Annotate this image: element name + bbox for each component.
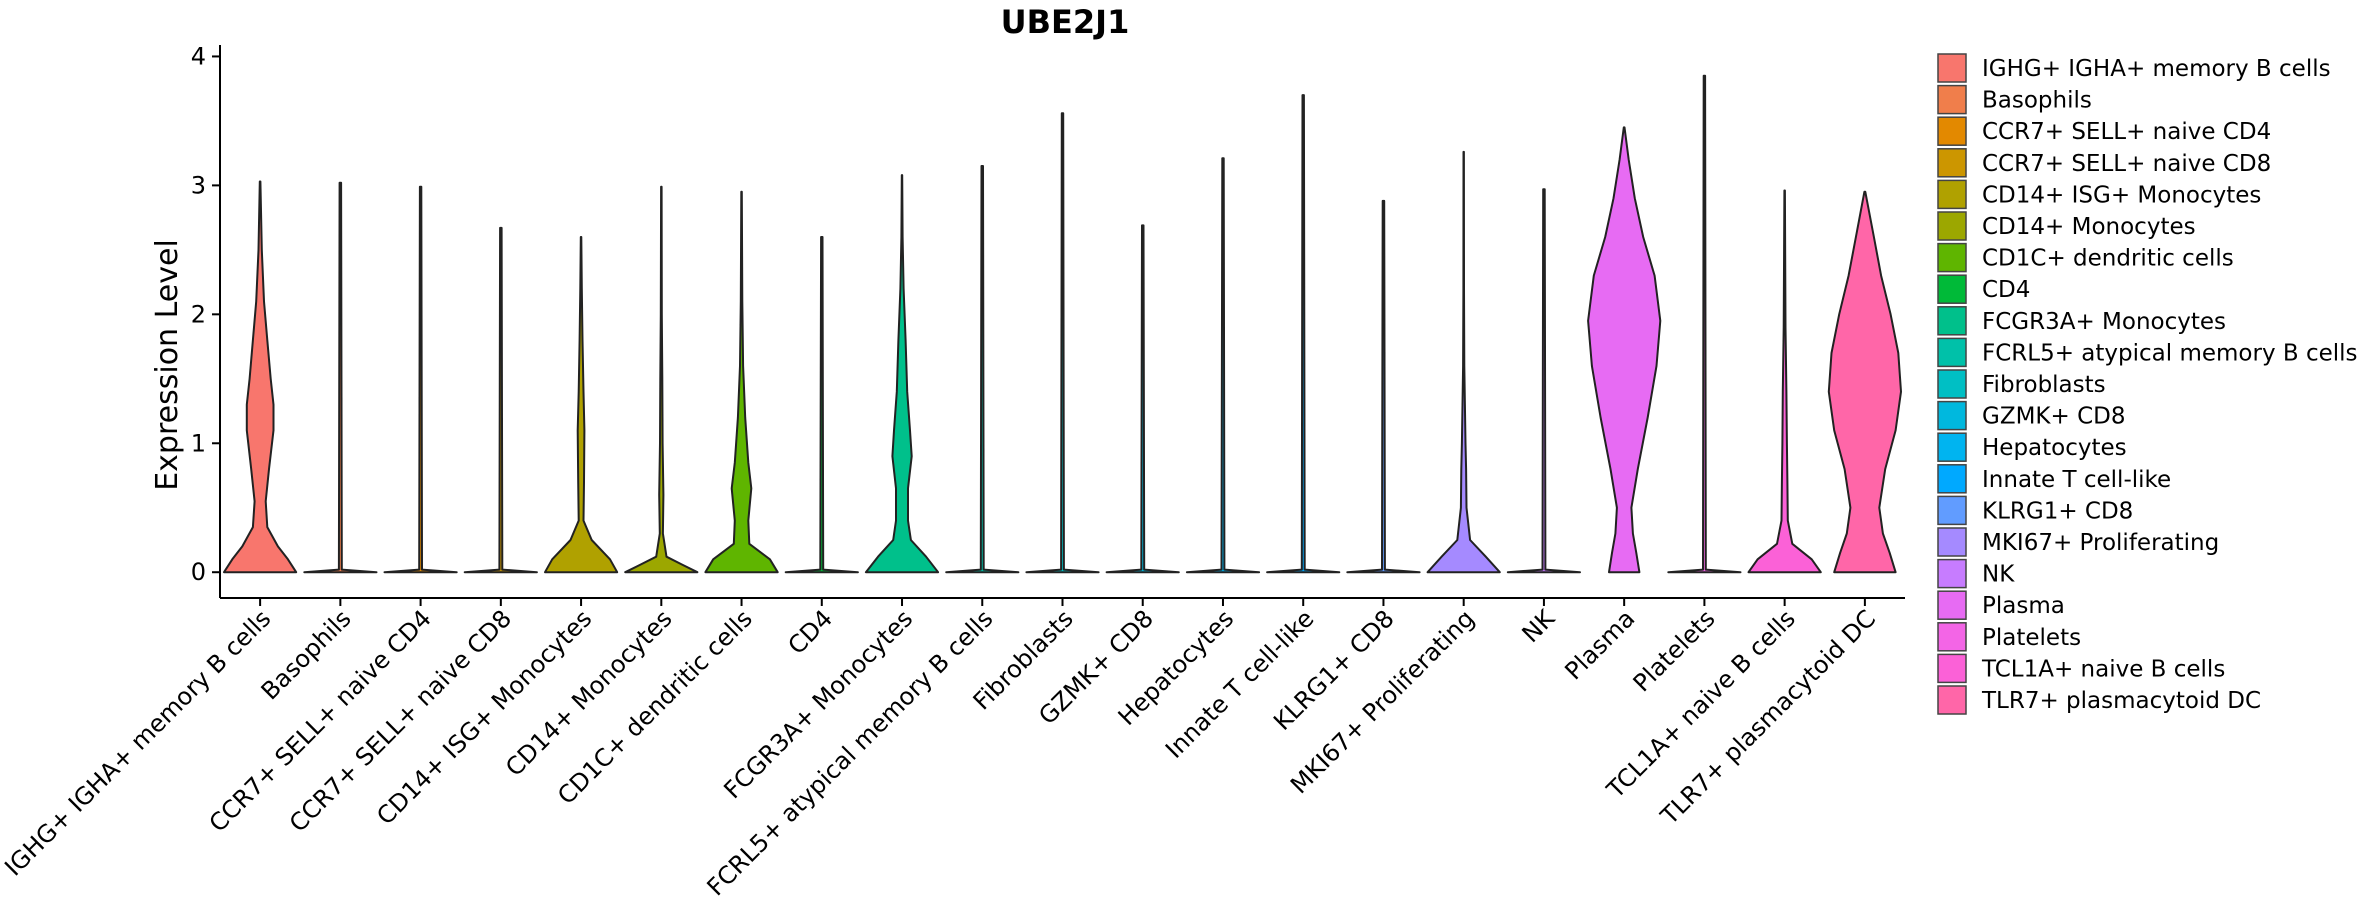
legend-swatch-gzmk-cd8	[1937, 400, 1967, 431]
legend-swatch-ighg-igha-memory-b-cells	[1937, 53, 1967, 83]
violin-tcl1a-naive-b-cells	[1747, 189, 1822, 574]
y-tick-label: 2	[191, 300, 206, 328]
y-tick-label: 1	[191, 429, 206, 457]
violin-cd1c-dendritic-cells	[704, 190, 779, 574]
legend-swatch-fcrl5-atypical-memory-b-cells	[1937, 337, 1967, 368]
violin-fibroblasts	[1025, 112, 1100, 574]
legend-label: TLR7+ plasmacytoid DC	[1981, 688, 2261, 714]
violin-cd14-monocytes	[624, 185, 699, 574]
legend-label: CD14+ Monocytes	[1982, 214, 2196, 240]
legend-swatch-cd14-monocytes	[1937, 211, 1967, 241]
legend-label: FCRL5+ atypical memory B cells	[1982, 340, 2358, 366]
violin-hepatocytes	[1185, 157, 1261, 574]
y-tick-label: 0	[191, 558, 206, 586]
violin-basophils	[303, 181, 378, 574]
violin-fcgr3a-monocytes	[864, 174, 940, 574]
violin-mki67-proliferating	[1426, 150, 1501, 574]
y-tick-label: 3	[191, 171, 206, 199]
legend-label: Plasma	[1982, 593, 2065, 619]
x-tick-label: NK	[1517, 604, 1562, 649]
legend-swatch-innate-t-cell-like	[1937, 464, 1967, 494]
legend-label: Innate T cell-like	[1982, 467, 2171, 493]
legend-label: Hepatocytes	[1982, 435, 2127, 461]
x-tick-label: Innate T cell-like	[1160, 604, 1319, 763]
legend-label: Basophils	[1982, 88, 2092, 114]
legend-swatch-platelets	[1937, 622, 1967, 652]
legend-swatch-cd14-isg-monocytes	[1937, 179, 1967, 210]
x-tick-label: IGHG+ IGHA+ memory B cells	[0, 604, 276, 881]
y-axis: 0 1 2 3 4	[191, 42, 221, 598]
x-tick-label: Plasma	[1559, 604, 1640, 685]
x-tick-label: FCRL5+ atypical memory B cells	[702, 604, 999, 900]
violin-cd14-isg-monocytes	[544, 236, 619, 574]
violin-ccr7-sell-naive-cd8	[463, 226, 538, 574]
legend-label: MKI67+ Proliferating	[1982, 530, 2219, 556]
legend-swatch-mki67-proliferating	[1937, 527, 1967, 557]
legend-swatch-tlr7-plasmacytoid-dc	[1937, 685, 1967, 715]
violin-klrg1-cd8	[1346, 199, 1421, 574]
x-tick-label: CD4	[783, 604, 839, 660]
legend: IGHG+ IGHA+ memory B cells Basophils CCR7+…	[1937, 53, 2358, 715]
legend-swatch-basophils	[1937, 84, 1967, 115]
violin-nk	[1506, 188, 1581, 574]
legend-swatch-ccr7-sell-naive-cd8	[1937, 148, 1967, 178]
violin-innate-t-cell-like	[1266, 94, 1341, 574]
legend-swatch-hepatocytes	[1937, 432, 1967, 462]
legend-label: Fibroblasts	[1982, 372, 2106, 398]
violin-platelets	[1667, 74, 1742, 574]
legend-label: CD14+ ISG+ Monocytes	[1982, 182, 2261, 208]
legend-swatch-cd1c-dendritic-cells	[1937, 242, 1967, 273]
legend-label: CD4	[1982, 277, 2030, 303]
violin-ighg-igha-memory-b-cells	[223, 180, 298, 574]
legend-swatch-ccr7-sell-naive-cd4	[1937, 116, 1967, 146]
legend-label: CCR7+ SELL+ naive CD8	[1982, 151, 2271, 177]
legend-swatch-nk	[1937, 558, 1967, 589]
plot-area	[223, 74, 1902, 574]
legend-swatch-tcl1a-naive-b-cells	[1937, 653, 1967, 684]
violin-tlr7-plasmacytoid-dc	[1827, 190, 1902, 574]
legend-swatch-fibroblasts	[1937, 369, 1967, 399]
violin-fcrl5-atypical-memory-b-cells	[945, 165, 1020, 574]
legend-label: CCR7+ SELL+ naive CD4	[1982, 119, 2271, 145]
legend-label: CD1C+ dendritic cells	[1982, 246, 2234, 272]
legend-label: GZMK+ CD8	[1982, 404, 2126, 430]
legend-label: IGHG+ IGHA+ memory B cells	[1982, 56, 2331, 82]
legend-label: NK	[1982, 562, 2015, 588]
violin-cd4	[784, 236, 859, 574]
legend-label: KLRG1+ CD8	[1982, 498, 2133, 524]
violin-gzmk-cd8	[1105, 224, 1180, 574]
legend-swatch-fcgr3a-monocytes	[1937, 306, 1967, 336]
violin-plasma	[1587, 126, 1662, 574]
chart-title: UBE2J1	[1001, 3, 1130, 41]
x-axis: IGHG+ IGHA+ memory B cellsBasophilsCCR7+…	[0, 597, 1905, 900]
legend-label: TCL1A+ naive B cells	[1981, 656, 2225, 682]
legend-swatch-klrg1-cd8	[1937, 495, 1967, 526]
legend-swatch-plasma	[1937, 590, 1967, 620]
legend-label: FCGR3A+ Monocytes	[1982, 309, 2226, 335]
violin-ccr7-sell-naive-cd4	[383, 185, 458, 574]
y-tick-label: 4	[191, 42, 206, 70]
y-axis-label: Expression Level	[150, 239, 185, 491]
legend-swatch-cd4	[1937, 274, 1967, 304]
legend-label: Platelets	[1982, 625, 2081, 651]
